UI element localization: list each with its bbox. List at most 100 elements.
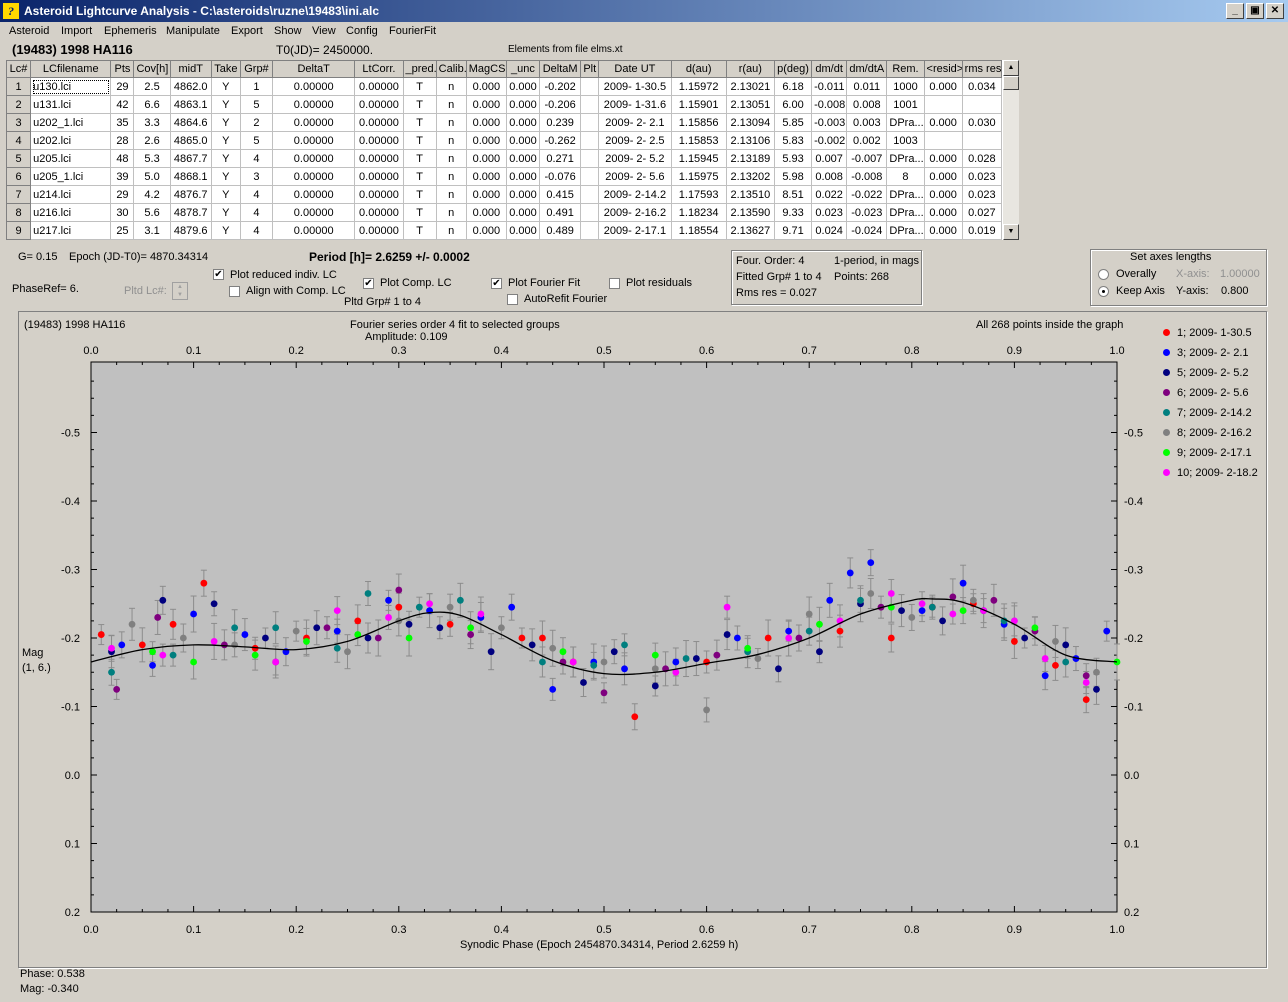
column-header[interactable]: dm/dt [811,60,848,78]
table-cell[interactable]: 0.000 [923,185,963,204]
table-cell[interactable]: 30 [110,203,135,222]
table-cell[interactable]: T [402,95,437,114]
table-cell[interactable]: T [402,185,437,204]
table-cell[interactable]: 4868.1 [169,167,212,186]
table-cell[interactable]: 5 [239,131,274,150]
table-cell[interactable] [580,113,600,132]
table-cell[interactable]: 5.85 [773,113,813,132]
table-cell[interactable]: 6.6 [133,95,171,114]
table-cell[interactable]: 8.51 [773,185,813,204]
table-cell[interactable]: 3 [239,167,274,186]
restore-icon[interactable]: ▣ [1246,3,1264,19]
table-cell[interactable]: 0.000 [505,149,541,168]
table-cell[interactable]: 2.13106 [725,131,775,150]
table-cell[interactable]: 39 [110,167,135,186]
table-cell[interactable]: 4863.1 [169,95,212,114]
table-cell[interactable]: 0.023 [961,185,1002,204]
table-cell[interactable]: 0.00000 [354,221,404,240]
column-header[interactable]: Calib. [435,60,467,78]
table-cell[interactable]: 4876.7 [169,185,212,204]
table-cell[interactable]: 0.00000 [354,95,404,114]
table-cell[interactable]: 0.00000 [272,185,356,204]
table-cell[interactable]: T [402,77,437,96]
column-header[interactable]: Plt [580,60,600,78]
table-cell[interactable]: 0.00000 [272,131,356,150]
table-cell[interactable]: 5 [239,95,274,114]
table-cell[interactable]: -0.008 [846,167,888,186]
table-cell[interactable] [580,95,600,114]
table-cell[interactable]: 1000 [886,77,925,96]
table-cell[interactable]: 2.13094 [725,113,775,132]
table-cell[interactable]: T [402,113,437,132]
table-cell[interactable]: 0.000 [465,131,507,150]
table-cell[interactable]: 0.011 [846,77,888,96]
column-header[interactable]: d(au) [670,60,727,78]
table-cell[interactable]: 0.008 [811,167,848,186]
table-cell[interactable]: Y [210,95,241,114]
table-cell[interactable]: 0.000 [505,131,541,150]
table-cell[interactable]: 5.3 [133,149,171,168]
table-cell[interactable]: 0.000 [465,185,507,204]
menu-fourierfit[interactable]: FourierFit [389,25,437,37]
table-cell[interactable]: -0.023 [846,203,888,222]
table-cell[interactable] [961,95,1002,114]
menu-export[interactable]: Export [231,25,263,37]
table-cell[interactable]: 48 [110,149,135,168]
table-cell[interactable]: 2.13202 [725,167,775,186]
table-cell[interactable]: 0.007 [811,149,848,168]
table-cell[interactable]: 5.83 [773,131,813,150]
table-cell[interactable]: n [435,131,467,150]
table-cell[interactable]: 0.000 [465,113,507,132]
table-cell[interactable]: 0.000 [505,203,541,222]
table-cell[interactable]: -0.003 [811,113,848,132]
table-cell[interactable]: n [435,77,467,96]
table-cell[interactable]: 0.000 [505,167,541,186]
table-cell[interactable]: DPra... [886,149,925,168]
column-header[interactable]: Rem. [886,60,925,78]
table-cell[interactable]: 4 [239,203,274,222]
align-comp-checkbox[interactable] [229,286,240,297]
table-cell[interactable]: -0.008 [811,95,848,114]
table-cell[interactable]: 3.1 [133,221,171,240]
row-number[interactable]: 8 [6,203,32,222]
table-cell[interactable]: 0.019 [961,221,1002,240]
table-cell[interactable]: T [402,149,437,168]
minimize-icon[interactable]: _ [1226,3,1244,19]
row-number[interactable]: 5 [6,149,32,168]
column-header[interactable]: dm/dtA [846,60,888,78]
table-cell[interactable]: 1.17593 [670,185,727,204]
table-cell[interactable]: 0.00000 [272,113,356,132]
column-header[interactable]: r(au) [725,60,775,78]
table-cell[interactable]: 5.93 [773,149,813,168]
table-cell[interactable]: 4878.7 [169,203,212,222]
table-cell[interactable]: 0.000 [923,221,963,240]
table-cell[interactable]: u202.lci [30,131,112,150]
table-cell[interactable]: 2.13051 [725,95,775,114]
table-cell[interactable]: 0.000 [465,77,507,96]
table-cell[interactable]: Y [210,131,241,150]
table-cell[interactable]: 2.13627 [725,221,775,240]
table-cell[interactable]: 2.13590 [725,203,775,222]
table-cell[interactable]: 4879.6 [169,221,212,240]
table-cell[interactable]: 5.98 [773,167,813,186]
table-cell[interactable]: n [435,95,467,114]
table-cell[interactable]: 1.15856 [670,113,727,132]
table-cell[interactable]: 0.030 [961,113,1002,132]
column-header[interactable]: DeltaM [539,60,582,78]
table-cell[interactable]: 4864.6 [169,113,212,132]
table-cell[interactable]: -0.024 [846,221,888,240]
table-cell[interactable]: T [402,131,437,150]
table-cell[interactable]: -0.076 [539,167,582,186]
table-cell[interactable]: u217.lci [30,221,112,240]
column-header[interactable]: MagCS [465,60,507,78]
table-cell[interactable]: 0.000 [465,221,507,240]
menu-config[interactable]: Config [346,25,378,37]
table-cell[interactable]: -0.202 [539,77,582,96]
menu-manipulate[interactable]: Manipulate [166,25,220,37]
column-header[interactable]: LtCorr. [354,60,404,78]
table-cell[interactable]: 2009- 2- 2.1 [598,113,672,132]
table-cell[interactable]: 2.13021 [725,77,775,96]
table-cell[interactable]: 1001 [886,95,925,114]
column-header[interactable]: p(deg) [773,60,813,78]
